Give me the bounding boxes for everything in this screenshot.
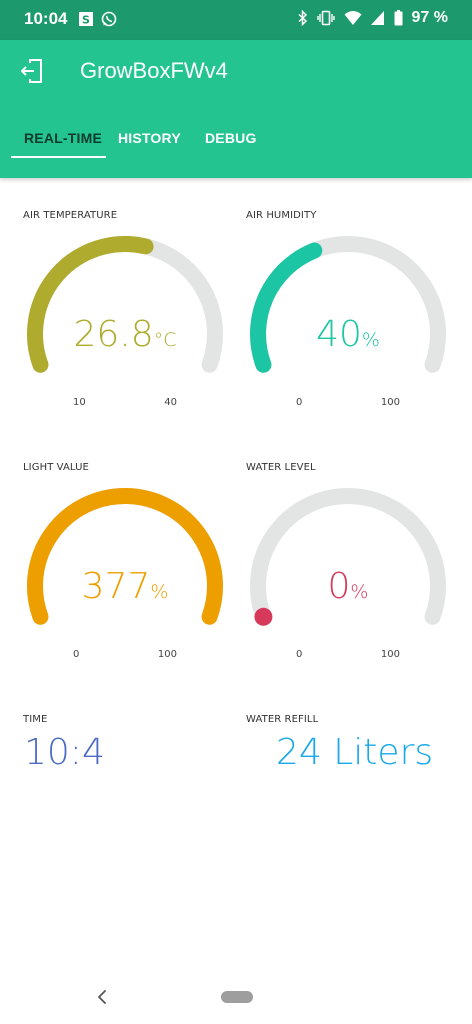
gauge-max: 40	[164, 397, 177, 408]
gauge-unit: %	[350, 581, 368, 603]
bluetooth-icon	[298, 10, 307, 26]
gauge-min: 0	[296, 397, 302, 408]
vibrate-icon	[316, 10, 335, 26]
light-value-gauge[interactable]: 377% 0 100	[20, 486, 230, 686]
svg-text:S: S	[82, 14, 90, 27]
tab-history[interactable]: HISTORY	[118, 130, 181, 146]
air-humidity-label: AIR HUMIDITY	[246, 210, 317, 221]
water-refill-label: WATER REFILL	[246, 714, 319, 725]
gauge-unit: %	[150, 581, 168, 603]
whatsapp-icon	[101, 11, 117, 27]
signal-icon	[370, 11, 384, 25]
gauge-value-text: 0%	[328, 566, 369, 607]
gauge-max: 100	[381, 397, 400, 408]
status-time: 10:04	[24, 9, 68, 28]
water-level-gauge[interactable]: 0% 0 100	[243, 486, 453, 686]
gauge-value: 0	[328, 566, 351, 607]
gauge-value: 377	[82, 566, 151, 607]
gauge-min: 0	[296, 649, 302, 660]
gauge-fill	[27, 236, 154, 373]
gauge-min: 10	[73, 397, 86, 408]
gauge-min: 0	[73, 649, 79, 660]
gauge-value: 26.8	[74, 314, 154, 355]
back-arrow-icon[interactable]	[17, 57, 45, 85]
time-value: 10:4	[24, 732, 105, 773]
gauge-fill	[250, 242, 323, 373]
s-notification-icon: S	[79, 12, 93, 27]
status-bar: 10:04 S 97 %	[0, 0, 472, 40]
light-value-label: LIGHT VALUE	[23, 462, 89, 473]
water-level-label: WATER LEVEL	[246, 462, 316, 473]
gauge-track	[250, 487, 446, 625]
air-humidity-gauge[interactable]: 40% 0 100	[243, 234, 453, 434]
water-refill-value: 24 Liters	[276, 732, 434, 773]
gauge-value-text: 26.8°C	[74, 314, 177, 355]
app-title: GrowBoxFWv4	[80, 58, 228, 83]
app-bar: GrowBoxFWv4 REAL-TIME HISTORY DEBUG	[0, 40, 472, 178]
gauge-value-text: 40%	[316, 314, 380, 355]
gauge-value-text: 377%	[82, 566, 169, 607]
gauge-value: 40	[316, 314, 362, 355]
battery-icon	[394, 10, 403, 26]
battery-percentage: 97 %	[411, 9, 448, 26]
tab-debug[interactable]: DEBUG	[205, 130, 257, 146]
air-temperature-label: AIR TEMPERATURE	[23, 210, 118, 221]
tab-indicator	[11, 156, 106, 158]
gauge-zero-dot	[254, 607, 273, 626]
tab-real-time[interactable]: REAL-TIME	[24, 130, 103, 146]
air-temperature-gauge[interactable]: 26.8°C 10 40	[20, 234, 230, 434]
gauge-unit: %	[362, 329, 380, 351]
gauge-fill	[27, 487, 223, 625]
gauge-max: 100	[158, 649, 177, 660]
nav-back-icon[interactable]	[92, 985, 112, 1009]
time-label: TIME	[23, 714, 48, 725]
status-right-group: 97 %	[298, 9, 448, 27]
gauge-unit: °C	[154, 329, 177, 351]
system-navigation-bar	[0, 980, 472, 1024]
gauge-max: 100	[381, 649, 400, 660]
tab-bar: REAL-TIME HISTORY DEBUG	[0, 120, 472, 160]
nav-home-pill[interactable]	[221, 991, 253, 1003]
wifi-icon	[344, 11, 362, 25]
